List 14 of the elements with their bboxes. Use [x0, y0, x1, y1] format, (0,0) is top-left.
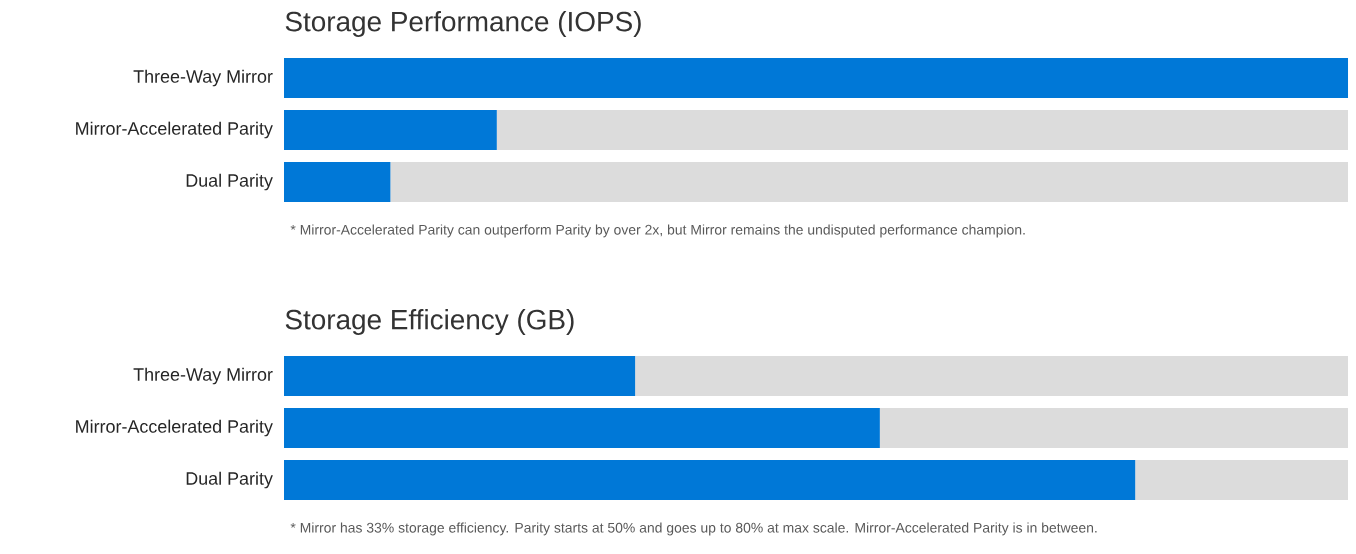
y-tick-label: Mirror-Accelerated Parity: [76, 121, 273, 139]
bar: [1135, 460, 1349, 501]
bar: [879, 408, 1349, 449]
chart-title: Storage Efficiency (GB): [285, 309, 574, 335]
bar: [284, 460, 1136, 501]
y-tick-label: Dual Parity: [186, 173, 273, 191]
y-tick-label: Mirror-Accelerated Parity: [76, 419, 273, 437]
bar: [284, 408, 880, 449]
bar: [635, 356, 1349, 397]
y-tick-label: Three-Way Mirror: [133, 367, 273, 385]
bar: [284, 356, 636, 397]
y-tick-label: Dual Parity: [186, 471, 273, 489]
chart-title: Storage Performance (IOPS): [285, 11, 641, 37]
y-tick-label: Three-Way Mirror: [133, 69, 273, 87]
